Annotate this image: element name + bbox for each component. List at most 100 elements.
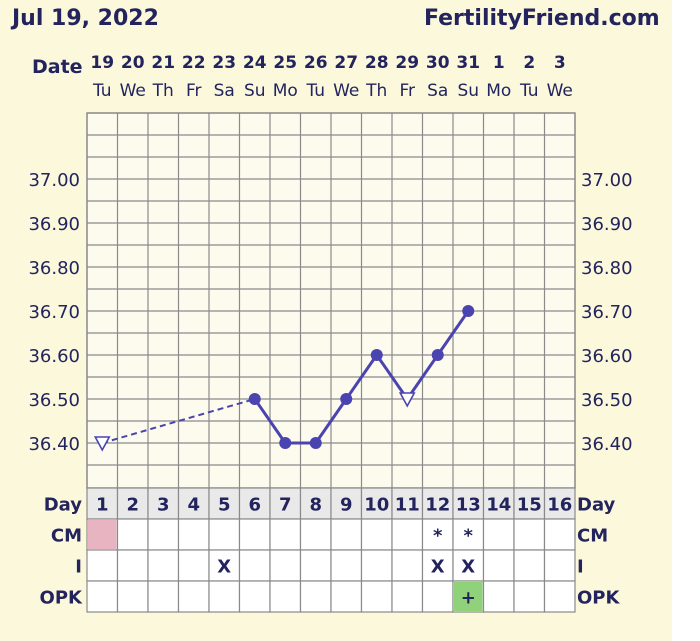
y-tick-label-left: 36.60 — [28, 346, 80, 367]
i-row-cell — [543, 549, 576, 582]
day-row-cell — [421, 487, 454, 520]
opk-row-cell — [86, 580, 119, 613]
temperature-point-open — [398, 392, 416, 408]
date-tick-label: 21 — [151, 53, 175, 73]
i-row-cell — [147, 549, 180, 582]
day-row-cell — [543, 487, 576, 520]
y-tick-label-right: 36.70 — [581, 302, 633, 323]
cm-row-cell — [543, 518, 576, 551]
day-number-label: 13 — [456, 495, 481, 516]
weekday-tick-label: Mo — [486, 81, 511, 101]
date-tick-label: 20 — [121, 53, 145, 73]
cm-mark: * — [464, 526, 474, 547]
opk-row-cell — [238, 580, 271, 613]
date-tick-label: 3 — [554, 53, 566, 73]
day-number-label: 6 — [248, 495, 261, 516]
day-row-cell — [86, 487, 119, 520]
i-row-cell — [208, 549, 241, 582]
date-tick-label: 31 — [456, 53, 480, 73]
date-tick-label: 1 — [493, 53, 505, 73]
cm-row-cell — [177, 518, 210, 551]
day-row-cell — [208, 487, 241, 520]
opk-row-cell — [208, 580, 241, 613]
opk-row-label-left: OPK — [40, 588, 83, 609]
cm-mark: * — [433, 526, 443, 547]
opk-row-cell — [330, 580, 363, 613]
temperature-line — [375, 354, 409, 400]
opk-row-cell — [421, 580, 454, 613]
i-row-label-left: I — [75, 557, 82, 578]
opk-row-cell — [543, 580, 576, 613]
opk-row-cell — [177, 580, 210, 613]
temperature-line — [406, 354, 439, 400]
weekday-tick-label: Tu — [305, 81, 325, 101]
date-tick-label: 22 — [182, 53, 206, 73]
day-row-cell — [513, 487, 546, 520]
date-tick-label: 23 — [212, 53, 236, 73]
day-row-label-left: Day — [44, 495, 83, 516]
site-name: FertilityFriend.com — [424, 6, 660, 31]
weekday-tick-label: Fr — [399, 81, 415, 101]
weekday-tick-label: Su — [244, 81, 266, 101]
i-row-cell — [86, 549, 119, 582]
temperature-line-dashed — [101, 398, 256, 444]
cm-row-label-left: CM — [51, 526, 82, 547]
cm-row-label-right: CM — [577, 526, 608, 547]
opk-row-label-right: OPK — [577, 588, 620, 609]
day-number-label: 4 — [187, 495, 200, 516]
day-number-label: 15 — [517, 495, 542, 516]
cm-mark-fill — [88, 520, 117, 549]
day-number-label: 11 — [395, 495, 420, 516]
weekday-tick-label: Sa — [427, 81, 448, 101]
day-number-label: 1 — [96, 495, 109, 516]
weekday-tick-label: Th — [152, 81, 174, 101]
day-number-label: 12 — [425, 495, 450, 516]
cm-row-cell — [513, 518, 546, 551]
day-number-label: 2 — [126, 495, 139, 516]
y-tick-label-left: 36.80 — [28, 258, 80, 279]
cm-row-cell — [116, 518, 149, 551]
weekday-tick-label: Su — [457, 81, 479, 101]
i-mark: X — [431, 557, 445, 578]
i-row-cell — [482, 549, 515, 582]
temperature-point — [370, 349, 383, 361]
cm-row-cell — [330, 518, 363, 551]
day-number-label: 9 — [340, 495, 353, 516]
weekday-tick-label: Tu — [92, 81, 112, 101]
opk-row-cell — [360, 580, 393, 613]
weekday-tick-label: Fr — [186, 81, 202, 101]
opk-row-cell — [391, 580, 424, 613]
opk-row-cell — [482, 580, 515, 613]
date-tick-label: 25 — [273, 53, 297, 73]
cm-row-cell — [299, 518, 332, 551]
chart-date-title: Jul 19, 2022 — [12, 6, 159, 31]
temperature-point — [340, 393, 353, 405]
date-tick-label: 24 — [243, 53, 267, 73]
temperature-point — [248, 393, 261, 405]
y-tick-label-right: 36.60 — [581, 346, 633, 367]
opk-row-cell — [269, 580, 302, 613]
weekday-tick-label: Sa — [214, 81, 235, 101]
date-tick-label: 2 — [523, 53, 535, 73]
date-tick-label: 27 — [334, 53, 358, 73]
y-tick-label-right: 36.90 — [581, 214, 633, 235]
temperature-point-open — [93, 436, 111, 452]
weekday-tick-label: We — [120, 81, 146, 101]
day-number-label: 16 — [547, 495, 572, 516]
y-tick-label-right: 36.50 — [581, 390, 633, 411]
y-tick-label-left: 36.40 — [28, 434, 80, 455]
day-row-cell — [391, 487, 424, 520]
day-number-label: 10 — [364, 495, 389, 516]
i-row-cell — [299, 549, 332, 582]
opk-row-cell — [513, 580, 546, 613]
day-number-label: 8 — [309, 495, 322, 516]
cm-row-cell — [238, 518, 271, 551]
day-row-cell — [330, 487, 363, 520]
temperature-point — [462, 305, 475, 317]
weekday-tick-label: We — [333, 81, 359, 101]
day-number-label: 3 — [157, 495, 170, 516]
i-row-cell — [391, 549, 424, 582]
y-tick-label-left: 36.90 — [28, 214, 80, 235]
cm-row-cell — [269, 518, 302, 551]
